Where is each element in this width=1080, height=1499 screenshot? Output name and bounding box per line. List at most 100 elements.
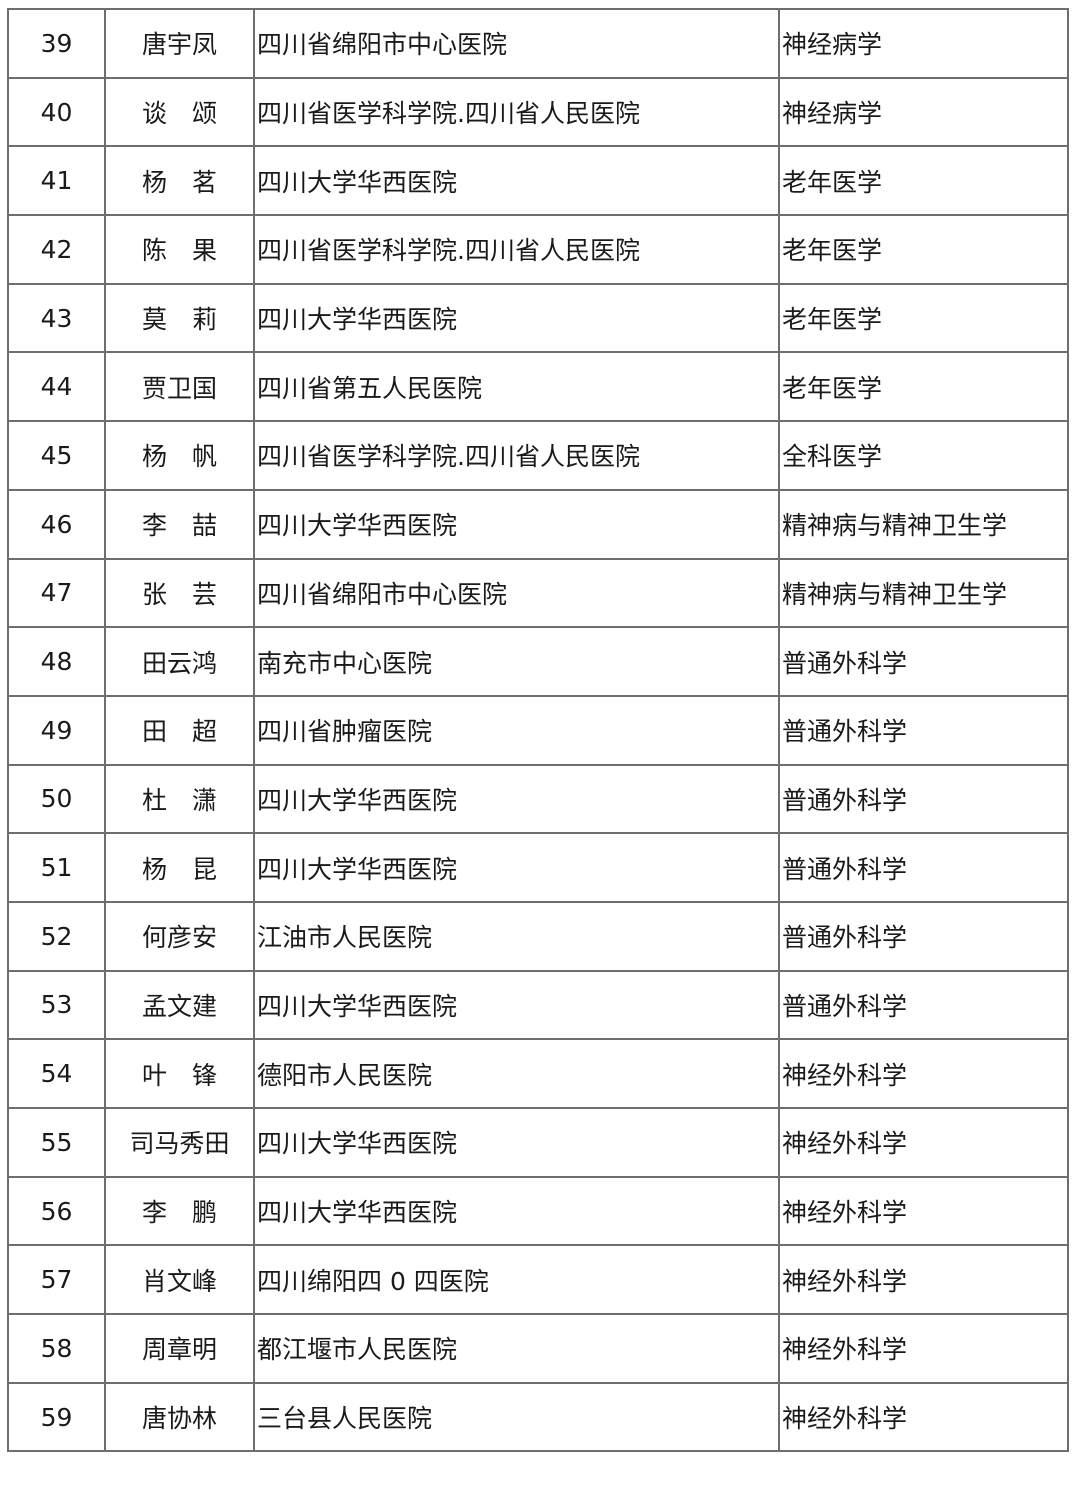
specialty-cell: 精神病与精神卫生学 (778, 557, 1069, 629)
institution-cell: 德阳市人民医院 (253, 1038, 780, 1109)
institution-cell: 都江堰市人民医院 (253, 1313, 780, 1384)
table-row: 46 李 喆四川大学华西医院 精神病与精神卫生学 (7, 488, 1069, 560)
institution-cell: 四川大学华西医院 (253, 832, 780, 903)
person-name-cell: 杨 帆 (104, 420, 255, 491)
table-row: 58 周章明 都江堰市人民医院 神经外科学 (7, 1313, 1069, 1384)
specialty-cell: 普通外科学 (778, 763, 1069, 835)
person-name-cell: 何彦安 (104, 900, 255, 972)
row-number-cell: 49 (7, 694, 106, 766)
specialty-cell: 老年医学 (778, 351, 1069, 423)
institution-cell: 四川绵阳四 0 四医院 (253, 1244, 780, 1316)
table-row: 42 陈 果四川省医学科学院.四川省人民医院 老年医学 (7, 214, 1069, 285)
table-row: 44 贾卫国 四川省第五人民医院 老年医学 (7, 351, 1069, 423)
row-number-cell: 53 (7, 969, 106, 1041)
institution-cell: 四川省第五人民医院 (253, 351, 780, 423)
table-row: 39 唐宇凤 四川省绵阳市中心医院 神经病学 (7, 8, 1069, 79)
row-number-cell: 56 (7, 1175, 106, 1247)
row-number-cell: 41 (7, 145, 106, 217)
row-number-cell: 40 (7, 76, 106, 148)
institution-cell: 四川省医学科学院.四川省人民医院 (253, 214, 780, 285)
row-number-cell: 39 (7, 8, 106, 79)
institution-cell: 江油市人民医院 (253, 900, 780, 972)
table-row: 56 李 鹏四川大学华西医院 神经外科学 (7, 1175, 1069, 1247)
institution-cell: 四川省医学科学院.四川省人民医院 (253, 420, 780, 491)
person-name-cell: 杨 昆 (104, 832, 255, 903)
person-name-cell: 杨 茗 (104, 145, 255, 217)
table-row: 55 司马秀田 四川大学华西医院 神经外科学 (7, 1107, 1069, 1178)
institution-cell: 四川省绵阳市中心医院 (253, 8, 780, 79)
table-row: 47 张 芸四川省绵阳市中心医院 精神病与精神卫生学 (7, 557, 1069, 629)
table-row: 43 莫 莉四川大学华西医院 老年医学 (7, 282, 1069, 354)
row-number-cell: 50 (7, 763, 106, 835)
row-number-cell: 48 (7, 626, 106, 697)
institution-cell: 四川大学华西医院 (253, 282, 780, 354)
specialty-cell: 神经外科学 (778, 1381, 1069, 1453)
person-name-cell: 田 超 (104, 694, 255, 766)
person-name-cell: 张 芸 (104, 557, 255, 629)
specialty-cell: 神经病学 (778, 76, 1069, 148)
specialty-cell: 神经外科学 (778, 1107, 1069, 1178)
row-number-cell: 44 (7, 351, 106, 423)
table-row: 53 孟文建 四川大学华西医院 普通外科学 (7, 969, 1069, 1041)
institution-cell: 四川省医学科学院.四川省人民医院 (253, 76, 780, 148)
row-number-cell: 43 (7, 282, 106, 354)
roster-table: 39 唐宇凤 四川省绵阳市中心医院 神经病学 40 谈 颂四川省医学科学院.四川省人民医院… (7, 8, 1069, 1453)
specialty-cell: 老年医学 (778, 145, 1069, 217)
specialty-cell: 神经外科学 (778, 1313, 1069, 1384)
table-row: 40 谈 颂四川省医学科学院.四川省人民医院 神经病学 (7, 76, 1069, 148)
institution-cell: 四川省肿瘤医院 (253, 694, 780, 766)
table-row: 45 杨 帆四川省医学科学院.四川省人民医院 全科医学 (7, 420, 1069, 491)
specialty-cell: 神经外科学 (778, 1175, 1069, 1247)
institution-cell: 四川大学华西医院 (253, 1107, 780, 1178)
row-number-cell: 46 (7, 488, 106, 560)
specialty-cell: 老年医学 (778, 282, 1069, 354)
table-row: 41 杨 茗四川大学华西医院 老年医学 (7, 145, 1069, 217)
table-row: 49 田 超四川省肿瘤医院 普通外科学 (7, 694, 1069, 766)
institution-cell: 三台县人民医院 (253, 1381, 780, 1453)
row-number-cell: 45 (7, 420, 106, 491)
person-name-cell: 唐协林 (104, 1381, 255, 1453)
specialty-cell: 老年医学 (778, 214, 1069, 285)
table-row: 48 田云鸿 南充市中心医院 普通外科学 (7, 626, 1069, 697)
person-name-cell: 杜 潇 (104, 763, 255, 835)
person-name-cell: 李 喆 (104, 488, 255, 560)
table-row: 51 杨 昆四川大学华西医院 普通外科学 (7, 832, 1069, 903)
specialty-cell: 神经外科学 (778, 1038, 1069, 1109)
row-number-cell: 57 (7, 1244, 106, 1316)
person-name-cell: 唐宇凤 (104, 8, 255, 79)
table-row: 57 肖文峰 四川绵阳四 0 四医院 神经外科学 (7, 1244, 1069, 1316)
table-row: 59 唐协林 三台县人民医院 神经外科学 (7, 1381, 1069, 1453)
institution-cell: 四川大学华西医院 (253, 763, 780, 835)
table-row: 52 何彦安 江油市人民医院 普通外科学 (7, 900, 1069, 972)
specialty-cell: 普通外科学 (778, 832, 1069, 903)
specialty-cell: 精神病与精神卫生学 (778, 488, 1069, 560)
row-number-cell: 42 (7, 214, 106, 285)
table-row: 54 叶 锋德阳市人民医院 神经外科学 (7, 1038, 1069, 1109)
row-number-cell: 47 (7, 557, 106, 629)
person-name-cell: 司马秀田 (104, 1107, 255, 1178)
institution-cell: 四川大学华西医院 (253, 1175, 780, 1247)
roster-table-body: 39 唐宇凤 四川省绵阳市中心医院 神经病学 40 谈 颂四川省医学科学院.四川省人民医院… (7, 8, 1069, 1453)
person-name-cell: 莫 莉 (104, 282, 255, 354)
specialty-cell: 神经外科学 (778, 1244, 1069, 1316)
row-number-cell: 58 (7, 1313, 106, 1384)
row-number-cell: 59 (7, 1381, 106, 1453)
institution-cell: 四川大学华西医院 (253, 969, 780, 1041)
person-name-cell: 李 鹏 (104, 1175, 255, 1247)
specialty-cell: 全科医学 (778, 420, 1069, 491)
specialty-cell: 普通外科学 (778, 900, 1069, 972)
person-name-cell: 孟文建 (104, 969, 255, 1041)
institution-cell: 四川省绵阳市中心医院 (253, 557, 780, 629)
specialty-cell: 普通外科学 (778, 694, 1069, 766)
institution-cell: 四川大学华西医院 (253, 488, 780, 560)
row-number-cell: 51 (7, 832, 106, 903)
specialty-cell: 神经病学 (778, 8, 1069, 79)
row-number-cell: 55 (7, 1107, 106, 1178)
person-name-cell: 田云鸿 (104, 626, 255, 697)
row-number-cell: 52 (7, 900, 106, 972)
person-name-cell: 周章明 (104, 1313, 255, 1384)
person-name-cell: 肖文峰 (104, 1244, 255, 1316)
person-name-cell: 谈 颂 (104, 76, 255, 148)
person-name-cell: 叶 锋 (104, 1038, 255, 1109)
person-name-cell: 陈 果 (104, 214, 255, 285)
